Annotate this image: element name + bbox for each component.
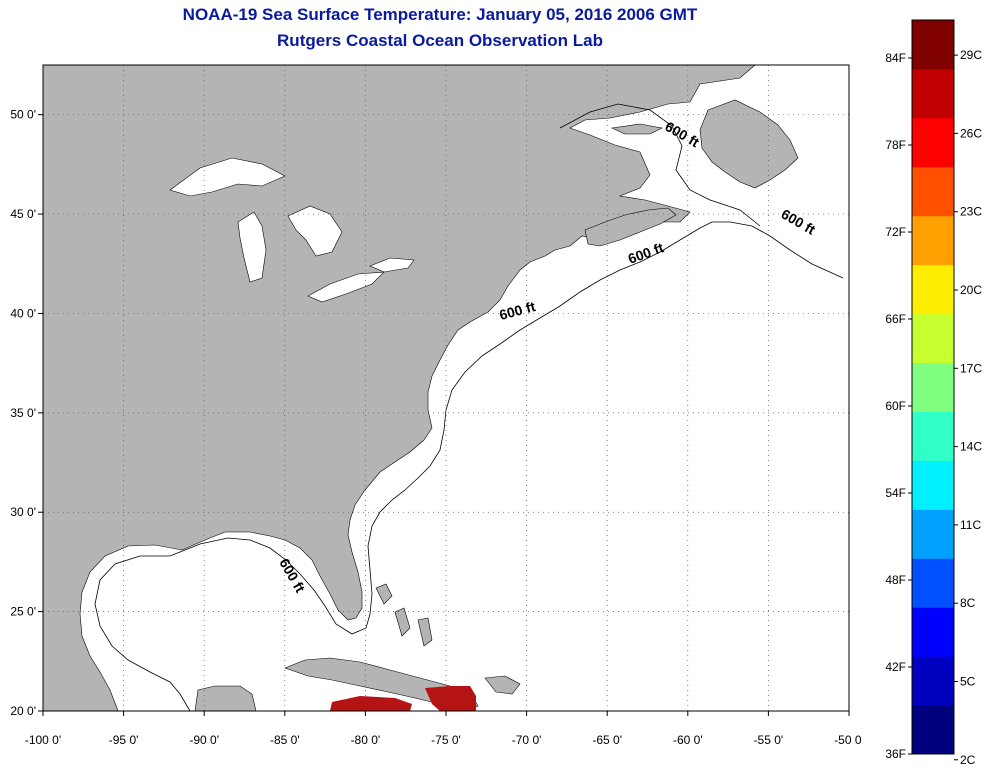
lat-tick-label: 30 0' [10, 505, 36, 519]
hispaniola-land [484, 675, 521, 695]
lat-tick-label: 40 0' [10, 306, 36, 320]
colorbar-segment [912, 68, 954, 119]
colorbar: 84F 78F 72F 66F 60F 54F 48F 42F 36F 29C 26C 23C 20C… [885, 19, 982, 767]
sst-map: -100 0' -95 0' -90 0' -85 0' -80 0' -75 0' -70… [10, 64, 862, 747]
colorbar-segment [912, 215, 954, 266]
lon-tick-label: -80 0' [351, 733, 381, 747]
colorbar-segment [912, 264, 954, 315]
colorbar-c-label: 17C [960, 361, 982, 375]
lake-erie [307, 271, 385, 303]
colorbar-f-label: 84F [885, 51, 906, 65]
colorbar-segment [912, 558, 954, 608]
lat-tick-label: 25 0' [10, 605, 36, 619]
colorbar-f-label: 72F [885, 225, 906, 239]
colorbar-c-label: 14C [960, 440, 982, 454]
colorbar-f-label: 78F [885, 138, 906, 152]
lon-tick-label: -90 0' [189, 733, 219, 747]
lon-tick-label: -85 0' [270, 733, 300, 747]
lat-tick-label: 45 0' [10, 207, 36, 221]
anticosti-land [610, 123, 663, 135]
axis-ticks [38, 114, 850, 716]
great-lakes [169, 157, 415, 303]
newfoundland-land [699, 99, 799, 189]
colorbar-segment [912, 705, 954, 755]
depth-contour-600ft [94, 221, 844, 712]
lake-huron [287, 205, 343, 257]
colorbar-segment [912, 411, 954, 461]
longitude-labels: -100 0' -95 0' -90 0' -85 0' -80 0' -75 0' -70… [25, 733, 862, 747]
nova-scotia-land [584, 207, 677, 247]
colorbar-fahrenheit-labels: 84F 78F 72F 66F 60F 54F 48F 42F 36F [885, 51, 912, 761]
lat-tick-label: 20 0' [10, 704, 36, 718]
colorbar-c-label: 2C [960, 753, 976, 767]
colorbar-f-label: 54F [885, 486, 906, 500]
colorbar-segment [912, 117, 954, 168]
colorbar-c-label: 20C [960, 283, 982, 297]
latitude-labels: 50 0' 45 0' 40 0' 35 0' 30 0' 25 0' 20 0' [10, 108, 36, 718]
lake-superior [169, 157, 286, 197]
sst-patch-caribbean [330, 696, 412, 711]
north-america-land [42, 64, 756, 712]
colorbar-segment [912, 166, 954, 217]
colorbar-segment [912, 460, 954, 510]
colorbar-segment [912, 509, 954, 559]
lake-michigan [237, 211, 267, 283]
colorbar-c-label: 11C [960, 518, 981, 532]
colorbar-segment [912, 656, 954, 706]
map-title: NOAA-19 Sea Surface Temperature: January… [182, 5, 698, 24]
colorbar-c-label: 5C [960, 675, 976, 689]
lon-tick-label: -65 0' [592, 733, 622, 747]
colorbar-segment [912, 20, 954, 70]
colorbar-f-label: 66F [885, 312, 906, 326]
lon-tick-label: -100 0' [25, 733, 61, 747]
sst-data-patches [330, 686, 476, 711]
depth-contour-gulf-stlawrence [559, 103, 761, 227]
colorbar-f-label: 60F [885, 399, 906, 413]
colorbar-f-label: 36F [885, 747, 906, 761]
lon-tick-label: -55 0' [754, 733, 784, 747]
colorbar-f-label: 48F [885, 573, 906, 587]
lon-tick-label: -75 0' [431, 733, 461, 747]
colorbar-c-label: 29C [960, 48, 982, 62]
colorbar-c-label: 23C [960, 205, 982, 219]
colorbar-celsius-labels: 29C 26C 23C 20C 17C 14C 11C 8C 5C 2C [954, 48, 982, 767]
sst-patch-hispaniola [425, 686, 476, 711]
lon-tick-label: -95 0' [109, 733, 139, 747]
colorbar-c-label: 26C [960, 126, 982, 140]
colorbar-segment [912, 362, 954, 412]
lon-tick-label: -70 0' [512, 733, 542, 747]
lake-ontario [369, 257, 415, 273]
colorbar-f-label: 42F [885, 660, 906, 674]
lat-tick-label: 50 0' [10, 108, 36, 122]
colorbar-c-label: 8C [960, 596, 976, 610]
colorbar-segment [912, 607, 954, 657]
lon-tick-label: -60 0' [673, 733, 703, 747]
map-subtitle: Rutgers Coastal Ocean Observation Lab [277, 31, 603, 50]
lat-tick-label: 35 0' [10, 406, 36, 420]
lon-tick-label: -50 0' [834, 733, 862, 747]
colorbar-frame [911, 19, 955, 755]
colorbar-gradient [912, 20, 954, 755]
bahamas-land [375, 583, 433, 647]
colorbar-segment [912, 313, 954, 364]
